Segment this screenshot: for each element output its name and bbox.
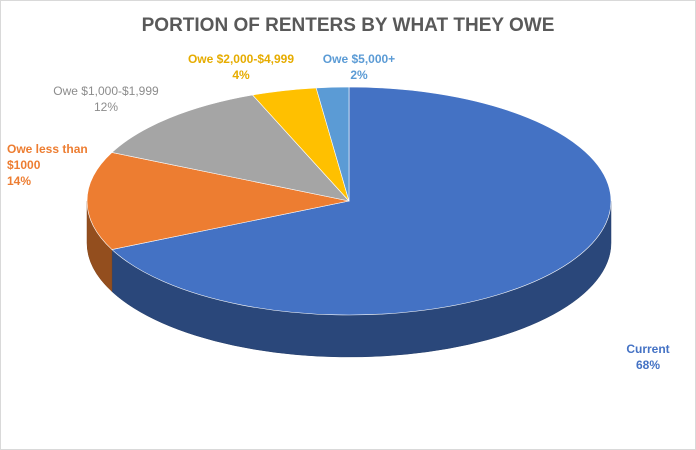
- slice: [111, 86, 612, 316]
- slice: [86, 152, 350, 250]
- label-value: 14%: [7, 174, 32, 188]
- label-name: Owe $2,000-$4,999: [187, 52, 295, 66]
- slice: [315, 86, 350, 202]
- label-name: Owe $5,000+: [322, 52, 396, 66]
- chart-title: PORTION OF RENTERS BY WHAT THEY OWE: [141, 15, 555, 36]
- label-name: Owe $1,000-$1,999: [53, 84, 159, 98]
- data-label: Owe less than $1000 14%: [7, 141, 103, 189]
- slice: [111, 94, 350, 202]
- data-label: Current 68%: [613, 341, 683, 373]
- label-value: 12%: [93, 100, 119, 114]
- data-label: Owe $2,000-$4,999 4%: [171, 51, 311, 83]
- label-name: Current: [626, 342, 670, 356]
- data-label: Owe $1,000-$1,999 12%: [41, 83, 171, 115]
- data-label: Owe $5,000+ 2%: [319, 51, 399, 83]
- label-value: 68%: [635, 358, 661, 372]
- label-name: Owe less than $1000: [7, 142, 88, 172]
- label-value: 2%: [350, 68, 368, 82]
- label-value: 4%: [232, 68, 250, 82]
